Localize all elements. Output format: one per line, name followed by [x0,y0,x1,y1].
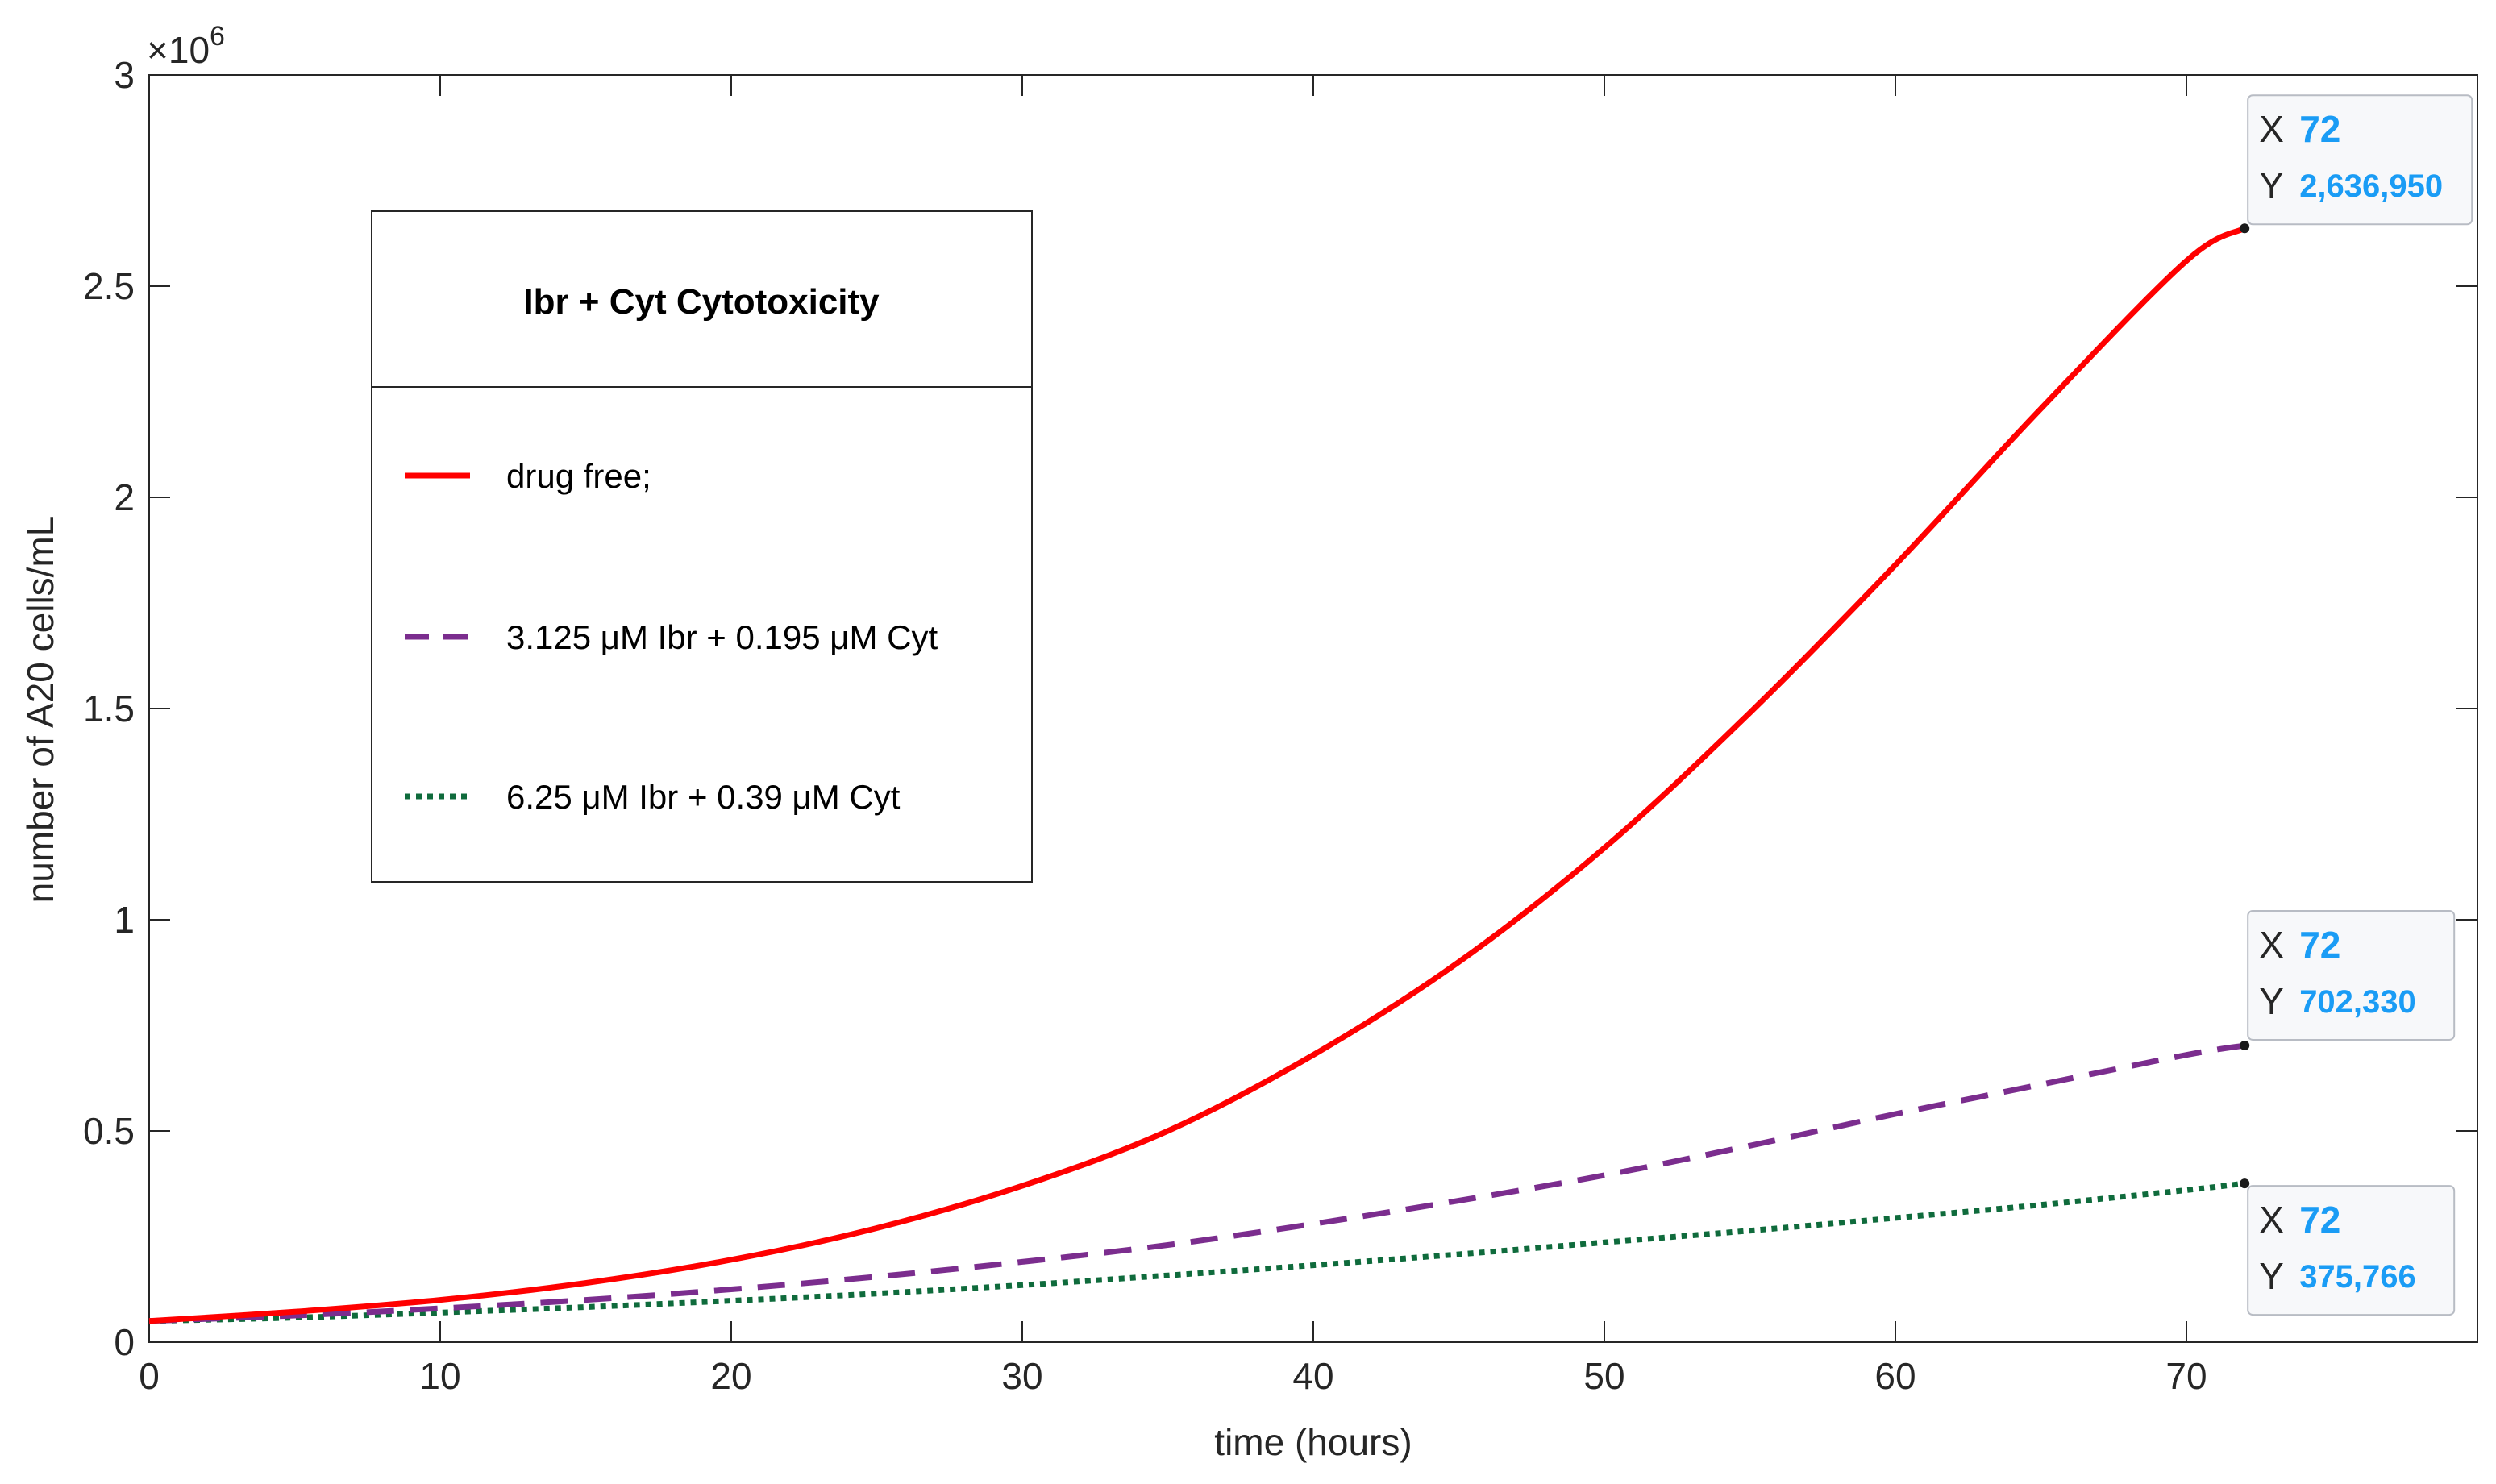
x-axis-label: time (hours) [1214,1421,1412,1463]
y-tick-label: 2 [114,476,135,518]
exponent-power: 6 [210,21,225,52]
x-tick-label: 40 [1292,1355,1333,1397]
y-tick-label: 2.5 [83,265,135,307]
x-tick-label: 30 [1001,1355,1042,1397]
legend-title: Ibr + Cyt Cytotoxicity [523,282,880,322]
legend: Ibr + Cyt Cytotoxicity drug free; 3.125 μ… [371,210,1033,883]
datatip-x-label: X [2259,108,2284,150]
datatip-marker-0 [2240,223,2250,234]
legend-label-0: drug free; [506,457,651,495]
datatip-box-0 [2247,94,2473,226]
legend-entries: drug free; 3.125 μM Ibr + 0.195 μM Cyt 6.2… [405,457,938,816]
datatip-x-label: X [2259,924,2284,966]
x-tick-label: 0 [139,1355,160,1397]
datatip-y-label: Y [2259,164,2284,206]
exponent-base: ×10 [147,29,210,71]
datatip-y-value: 375,766 [2299,1259,2416,1295]
datatip-y-label: Y [2259,980,2284,1022]
y-tick-label: 0 [114,1321,135,1363]
datatip-y-value: 2,636,950 [2299,168,2443,204]
series-line-0 [148,226,2246,1324]
y-tick-label: 1.5 [83,688,135,730]
x-tick-label: 10 [419,1355,460,1397]
series-line-1 [148,1042,2245,1324]
axis-ticks: 0 10 20 30 40 50 60 70 0 0.5 1 1.5 2 2.5 3 [83,54,2477,1397]
datatip-y-value: 702,330 [2299,984,2416,1020]
x-tick-label: 70 [2165,1355,2207,1397]
x-tick-label: 20 [710,1355,751,1397]
y-tick-label: 3 [114,54,135,96]
y-axis-label: number of A20 cells/mL [19,516,61,904]
datatip-marker-1 [2240,1040,2250,1050]
y-axis-exponent: ×106 [147,21,225,71]
datatip-x-value: 72 [2299,108,2340,150]
series-line-2 [148,1180,2245,1324]
series-lines [148,226,2246,1324]
datatip-x-value: 72 [2299,924,2340,966]
legend-box [371,210,1033,883]
x-tick-label: 60 [1874,1355,1916,1397]
axis-labels: time (hours) number of A20 cells/mL ×106 [19,21,1412,1463]
legend-label-2: 6.25 μM Ibr + 0.39 μM Cyt [506,778,901,816]
x-tick-label: 50 [1583,1355,1624,1397]
y-tick-label: 0.5 [83,1110,135,1152]
datatip-box-1 [2247,909,2456,1041]
datatip-x-value: 72 [2299,1199,2340,1241]
y-tick-label: 1 [114,899,135,941]
legend-label-1: 3.125 μM Ibr + 0.195 μM Cyt [506,618,938,656]
datatip-marker-2 [2240,1178,2250,1189]
data-tips: X 72 Y 2,636,950 X 72 Y 702,330 X 72 Y 375,766 [2240,94,2473,1316]
datatip-x-label: X [2259,1199,2284,1241]
datatip-y-label: Y [2259,1255,2284,1297]
datatip-box-2 [2247,1185,2456,1316]
